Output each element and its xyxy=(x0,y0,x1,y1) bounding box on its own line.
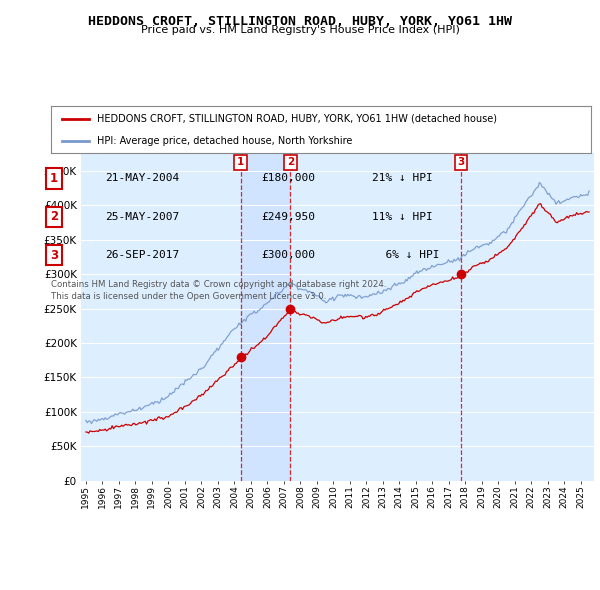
Bar xyxy=(241,153,290,481)
Text: 2: 2 xyxy=(287,158,294,168)
Text: Contains HM Land Registry data © Crown copyright and database right 2024.
This d: Contains HM Land Registry data © Crown c… xyxy=(51,280,386,301)
Text: 21% ↓ HPI: 21% ↓ HPI xyxy=(372,173,433,183)
Text: £249,950: £249,950 xyxy=(261,212,315,222)
Text: 26-SEP-2017: 26-SEP-2017 xyxy=(105,250,179,260)
Text: HEDDONS CROFT, STILLINGTON ROAD, HUBY, YORK, YO61 1HW: HEDDONS CROFT, STILLINGTON ROAD, HUBY, Y… xyxy=(88,15,512,28)
Text: Price paid vs. HM Land Registry's House Price Index (HPI): Price paid vs. HM Land Registry's House … xyxy=(140,25,460,35)
Text: 1: 1 xyxy=(237,158,244,168)
Text: 2: 2 xyxy=(50,210,58,224)
Text: HEDDONS CROFT, STILLINGTON ROAD, HUBY, YORK, YO61 1HW (detached house): HEDDONS CROFT, STILLINGTON ROAD, HUBY, Y… xyxy=(97,114,497,124)
Text: 25-MAY-2007: 25-MAY-2007 xyxy=(105,212,179,222)
Text: 3: 3 xyxy=(50,248,58,262)
Text: 21-MAY-2004: 21-MAY-2004 xyxy=(105,173,179,183)
Text: HPI: Average price, detached house, North Yorkshire: HPI: Average price, detached house, Nort… xyxy=(97,136,352,146)
Text: £180,000: £180,000 xyxy=(261,173,315,183)
Text: 1: 1 xyxy=(50,172,58,185)
Text: 3: 3 xyxy=(457,158,464,168)
Text: 6% ↓ HPI: 6% ↓ HPI xyxy=(372,250,439,260)
Text: 11% ↓ HPI: 11% ↓ HPI xyxy=(372,212,433,222)
Text: £300,000: £300,000 xyxy=(261,250,315,260)
